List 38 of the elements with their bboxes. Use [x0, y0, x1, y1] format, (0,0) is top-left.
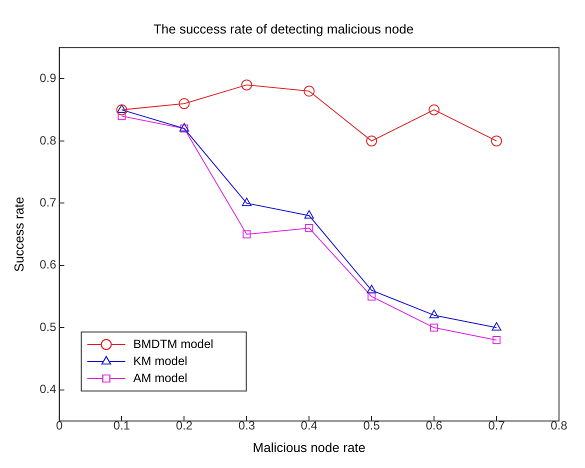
point	[242, 230, 251, 238]
y-tick-label: 0.8	[40, 133, 57, 148]
y-tick-label: 0.6	[40, 258, 57, 272]
point	[430, 324, 438, 332]
x-tick-label: 0.4	[300, 418, 318, 433]
x-tick-label: 0.7	[488, 418, 506, 433]
point	[429, 310, 439, 318]
x-tick-label: 0.6	[426, 418, 443, 433]
point	[116, 104, 128, 116]
point	[178, 98, 190, 110]
point	[241, 79, 252, 90]
x-tick-label: 0.1	[113, 418, 130, 433]
x-tick-label: 0.8	[550, 418, 568, 433]
x-tick-label: 0.5	[363, 418, 380, 433]
point	[304, 210, 314, 219]
point	[492, 336, 501, 344]
point	[366, 284, 376, 294]
point	[304, 86, 315, 97]
point	[366, 135, 378, 146]
x-tick-label: 0.2	[176, 418, 193, 433]
x-axis-title: Malicious node rate	[252, 440, 366, 455]
point	[242, 198, 252, 206]
y-tick-label: 0.7	[40, 195, 57, 210]
chart-title: The success rate of detecting malicious node	[153, 21, 414, 36]
legend-label: BMDTM model	[133, 336, 214, 351]
legend-label: AM model	[133, 370, 188, 385]
point	[305, 224, 314, 232]
point	[428, 104, 440, 116]
point	[492, 322, 502, 331]
x-tick-label: 0.3	[238, 418, 256, 433]
y-tick-label: 0.4	[40, 382, 57, 396]
y-tick-label: 0.5	[40, 320, 57, 334]
point	[491, 135, 502, 146]
y-axis-title: Success rate	[11, 196, 26, 272]
y-tick-label: 0.9	[40, 71, 57, 86]
point	[116, 104, 127, 113]
legend-label: KM model	[133, 354, 188, 368]
x-tick-label: 0	[56, 418, 63, 433]
